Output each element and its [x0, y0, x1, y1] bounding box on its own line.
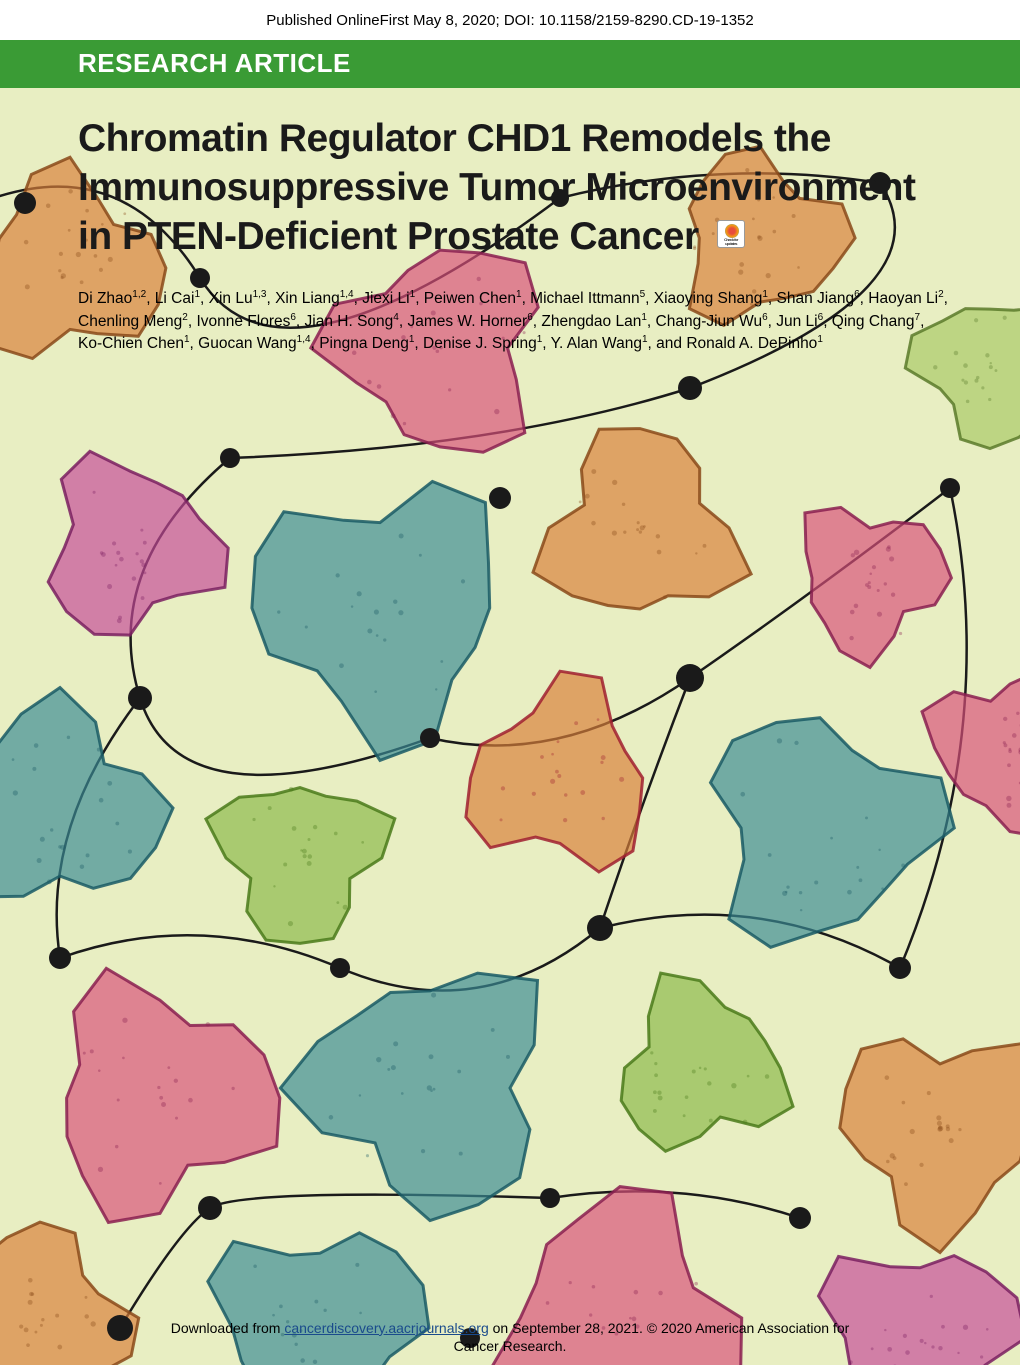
background-artwork: [0, 88, 1020, 1365]
title-text: Chromatin Regulator CHD1 Remodels the Im…: [78, 117, 915, 258]
author-list: Di Zhao1,2, Li Cai1, Xin Lu1,3, Xin Lian…: [78, 288, 948, 356]
article-type-label: RESEARCH ARTICLE: [78, 48, 351, 79]
page: Published OnlineFirst May 8, 2020; DOI: …: [0, 0, 1020, 1365]
article-title: Chromatin Regulator CHD1 Remodels the Im…: [78, 115, 948, 261]
publication-line: Published OnlineFirst May 8, 2020; DOI: …: [0, 12, 1020, 29]
footer-journal-link[interactable]: cancerdiscovery.aacrjournals.org: [284, 1320, 488, 1336]
footer-line2: Cancer Research.: [454, 1338, 567, 1354]
title-block: Chromatin Regulator CHD1 Remodels the Im…: [78, 115, 948, 261]
crossmark-badge-icon[interactable]: [717, 220, 745, 248]
download-footer: Downloaded from cancerdiscovery.aacrjour…: [0, 1319, 1020, 1355]
footer-middle: on September 28, 2021. © 2020 American A…: [489, 1320, 850, 1336]
footer-prefix: Downloaded from: [171, 1320, 285, 1336]
